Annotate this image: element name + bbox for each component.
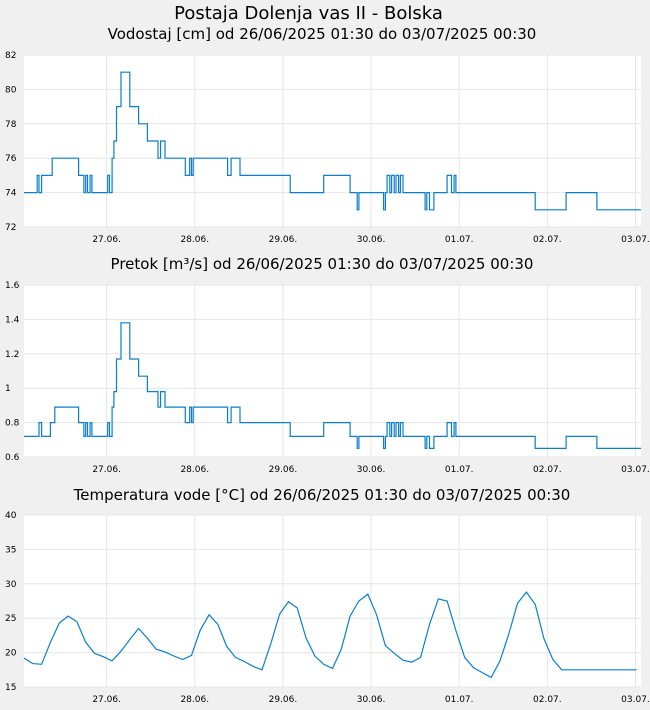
y-tick-label: 1.6 xyxy=(5,281,20,291)
y-tick-label: 0.6 xyxy=(5,453,20,463)
series-line xyxy=(24,322,641,449)
y-tick-label: 76 xyxy=(5,154,17,164)
y-tick-label: 25 xyxy=(5,614,16,624)
y-tick-label: 74 xyxy=(5,189,17,199)
x-tick-label: 29.06. xyxy=(269,695,298,705)
y-tick-label: 78 xyxy=(5,120,17,130)
x-tick-label: 30.06. xyxy=(357,695,386,705)
x-tick-label: 02.07. xyxy=(533,235,562,245)
y-tick-label: 30 xyxy=(5,580,17,590)
x-tick-label: 02.07. xyxy=(533,695,562,705)
x-tick-label: 01.07. xyxy=(445,465,474,475)
x-tick-label: 03.07. xyxy=(621,695,650,705)
chart-title: Temperatura vode [°C] od 26/06/2025 01:3… xyxy=(73,486,571,504)
x-tick-label: 01.07. xyxy=(445,695,474,705)
y-tick-label: 15 xyxy=(5,683,16,693)
x-tick-label: 03.07. xyxy=(621,235,650,245)
y-tick-label: 1.4 xyxy=(5,315,20,325)
x-tick-label: 27.06. xyxy=(92,235,121,245)
y-tick-label: 40 xyxy=(5,511,17,521)
plot-area xyxy=(24,515,641,687)
y-tick-label: 0.8 xyxy=(5,419,20,429)
x-tick-label: 27.06. xyxy=(92,695,121,705)
x-tick-label: 03.07. xyxy=(621,465,650,475)
plot-area xyxy=(24,55,641,227)
y-tick-label: 80 xyxy=(5,85,17,95)
y-tick-label: 1 xyxy=(5,384,11,394)
plot-area xyxy=(24,285,641,457)
x-tick-label: 28.06. xyxy=(180,465,209,475)
chart-title: Vodostaj [cm] od 26/06/2025 01:30 do 03/… xyxy=(108,25,537,43)
x-tick-label: 29.06. xyxy=(269,465,298,475)
station-title: Postaja Dolenja vas II - Bolska xyxy=(174,3,443,24)
y-tick-label: 1.2 xyxy=(5,350,19,360)
x-tick-label: 02.07. xyxy=(533,465,562,475)
chart-title: Pretok [m³/s] od 26/06/2025 01:30 do 03/… xyxy=(111,255,534,273)
y-tick-label: 35 xyxy=(5,545,16,555)
series-line xyxy=(24,71,641,211)
y-tick-label: 72 xyxy=(5,223,16,233)
y-tick-label: 82 xyxy=(5,51,16,61)
x-tick-label: 29.06. xyxy=(269,235,298,245)
series-line xyxy=(23,591,637,679)
x-tick-label: 30.06. xyxy=(357,235,386,245)
x-tick-label: 28.06. xyxy=(180,235,209,245)
x-tick-label: 28.06. xyxy=(180,695,209,705)
x-tick-label: 27.06. xyxy=(92,465,121,475)
x-tick-label: 01.07. xyxy=(445,235,474,245)
y-tick-label: 20 xyxy=(5,649,17,659)
x-tick-label: 30.06. xyxy=(357,465,386,475)
